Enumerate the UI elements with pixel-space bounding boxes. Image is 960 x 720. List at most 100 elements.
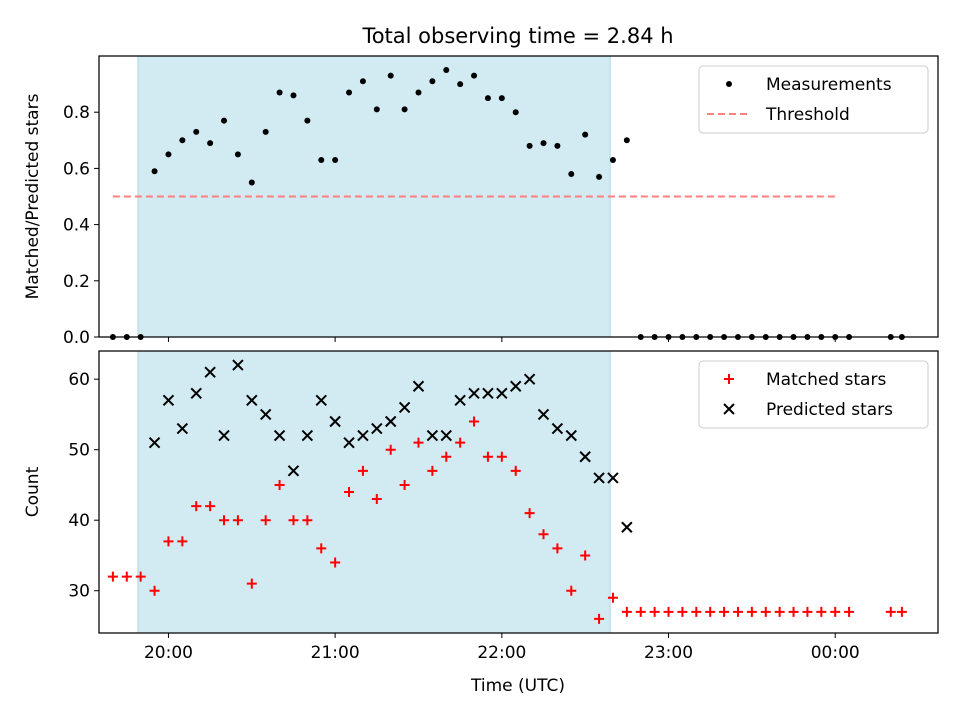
- matched-star-point: [496, 451, 507, 462]
- matched-star-point: [510, 465, 521, 476]
- matched-star-point: [830, 606, 841, 617]
- matched-star-point: [719, 606, 730, 617]
- matched-star-point: [663, 606, 674, 617]
- matched-star-point: [705, 606, 716, 617]
- measurement-point: [304, 117, 311, 124]
- matched-star-point: [260, 515, 271, 526]
- measurement-point: [457, 81, 464, 88]
- matched-star-point: [607, 592, 618, 603]
- predicted-star-point: [287, 465, 300, 477]
- measurement-point: [540, 140, 547, 147]
- matched-star-point: [232, 515, 243, 526]
- legend-matched-swatch: [724, 374, 734, 384]
- matched-star-point: [816, 606, 827, 617]
- measurement-point: [387, 72, 394, 79]
- matched-star-point: [635, 606, 646, 617]
- matched-star-point: [135, 571, 146, 582]
- matched-star-point: [385, 444, 396, 455]
- predicted-star-point: [510, 380, 522, 392]
- predicted-star-point: [148, 436, 161, 449]
- predicted-star-point: [482, 387, 494, 400]
- axes-frame: [98, 350, 939, 634]
- measurement-point: [359, 78, 366, 85]
- y-tick-label: 50: [68, 441, 90, 461]
- predicted-star-point: [440, 429, 452, 442]
- predicted-star-point: [579, 451, 591, 463]
- predicted-star-point: [523, 373, 536, 385]
- predicted-star-point: [273, 429, 286, 442]
- matched-star-point: [288, 515, 299, 526]
- x-tick-label: 22:00: [477, 643, 526, 663]
- matched-star-point: [594, 613, 605, 624]
- matched-star-point: [149, 585, 160, 596]
- matched-star-point: [330, 557, 341, 568]
- measurement-point: [248, 179, 255, 186]
- predicted-star-point: [537, 408, 550, 421]
- measurement-point: [623, 137, 630, 144]
- measurement-point: [373, 106, 380, 113]
- matched-star-point: [357, 465, 368, 476]
- measurement-point: [443, 67, 450, 74]
- legend-label: Predicted stars: [766, 400, 893, 420]
- predicted-star-point: [551, 422, 564, 435]
- predicted-star-point: [371, 422, 383, 435]
- matched-star-point: [774, 606, 785, 617]
- matched-star-point: [746, 606, 757, 617]
- measurement-point: [526, 142, 533, 149]
- matched-star-point: [413, 437, 424, 448]
- predicted-star-point: [218, 429, 230, 442]
- measurement-point: [234, 151, 241, 158]
- legend-label: Threshold: [765, 105, 850, 125]
- measurement-point: [262, 128, 269, 135]
- matched-star-point: [191, 501, 202, 512]
- predicted-star-point: [607, 472, 619, 484]
- matched-star-point: [107, 571, 118, 582]
- y-tick-label: 30: [68, 582, 90, 602]
- y-tick-label: 0.4: [63, 216, 90, 236]
- matched-star-point: [896, 606, 907, 617]
- measurement-point: [221, 117, 228, 124]
- predicted-star-point: [343, 436, 355, 449]
- matched-star-point: [205, 501, 216, 512]
- y-tick-label: 60: [68, 370, 90, 390]
- legend-label: Matched stars: [766, 370, 886, 390]
- measurement-point: [193, 128, 200, 135]
- matched-star-point: [760, 606, 771, 617]
- legend: Measurements Threshold: [698, 65, 929, 134]
- predicted-star-point: [329, 415, 341, 428]
- matched-star-point: [844, 606, 855, 617]
- matched-star-point: [316, 543, 327, 554]
- predicted-star-point: [246, 394, 258, 407]
- predicted-star-point: [259, 408, 272, 421]
- measurement-point: [596, 173, 603, 180]
- matched-star-point: [469, 416, 480, 427]
- y-axis-label: Count: [23, 466, 43, 517]
- legend-box: [698, 360, 929, 429]
- matched-star-point: [274, 479, 285, 490]
- matched-star-point: [371, 494, 382, 505]
- measurement-point: [318, 156, 325, 163]
- matched-star-point: [802, 606, 813, 617]
- matched-star-point: [399, 479, 410, 490]
- measurement-point: [332, 156, 339, 163]
- predicted-star-point: [412, 380, 425, 392]
- predicted-star-point: [621, 521, 633, 533]
- legend: Matched stars Predicted stars: [698, 360, 929, 429]
- predicted-star-point: [398, 401, 411, 414]
- measurement-point: [609, 156, 616, 163]
- predicted-star-point: [162, 394, 175, 407]
- matched-star-point: [302, 515, 313, 526]
- matched-star-point: [524, 508, 535, 519]
- measurement-point: [290, 92, 297, 99]
- predicted-star-point: [204, 366, 216, 378]
- measurement-point: [582, 131, 589, 138]
- y-tick-label: 0.2: [63, 272, 90, 292]
- matched-star-point: [455, 437, 466, 448]
- legend-measurement-swatch: [726, 81, 732, 87]
- legend-label: Measurements: [766, 75, 892, 95]
- y-tick-label: 0.0: [63, 328, 90, 348]
- matched-star-point: [552, 543, 563, 554]
- measurement-point: [346, 89, 353, 96]
- x-axis-label: Time (UTC): [470, 676, 565, 696]
- chart-title: Total observing time = 2.84 h: [361, 24, 673, 48]
